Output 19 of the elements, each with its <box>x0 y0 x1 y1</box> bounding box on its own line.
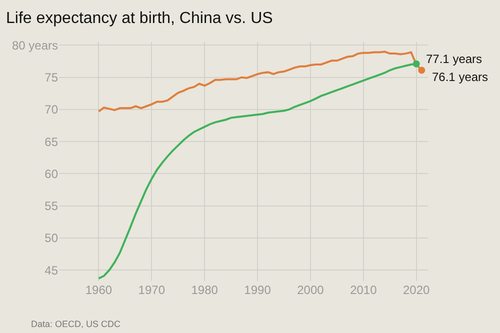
y-tick-label: 55 <box>44 199 58 214</box>
y-tick-label: 75 <box>44 70 58 85</box>
x-tick-label: 2020 <box>403 283 430 297</box>
text: Data: OECD, US CDC <box>31 319 122 329</box>
y-tick-label: 70 <box>44 102 58 117</box>
x-tick-label: 1970 <box>138 283 166 297</box>
x-tick-label: 2010 <box>350 283 378 297</box>
x-tick-label: 1960 <box>85 283 112 297</box>
y-tick-label: 45 <box>44 263 58 278</box>
x-tick-label: 2000 <box>297 283 324 297</box>
y-tick-label: 65 <box>44 134 58 149</box>
x-tick-label: 1990 <box>244 283 272 297</box>
chart-title: Life expectancy at birth, China vs. US <box>6 10 273 27</box>
data-label: 76.1 years <box>432 70 488 84</box>
x-tick-label: 1980 <box>191 283 218 297</box>
y-tick-label: 50 <box>44 231 58 246</box>
y-tick-label: 80 years <box>12 38 58 52</box>
data-label: 77.1 years <box>426 52 482 66</box>
y-tick-label: 60 <box>44 166 58 181</box>
